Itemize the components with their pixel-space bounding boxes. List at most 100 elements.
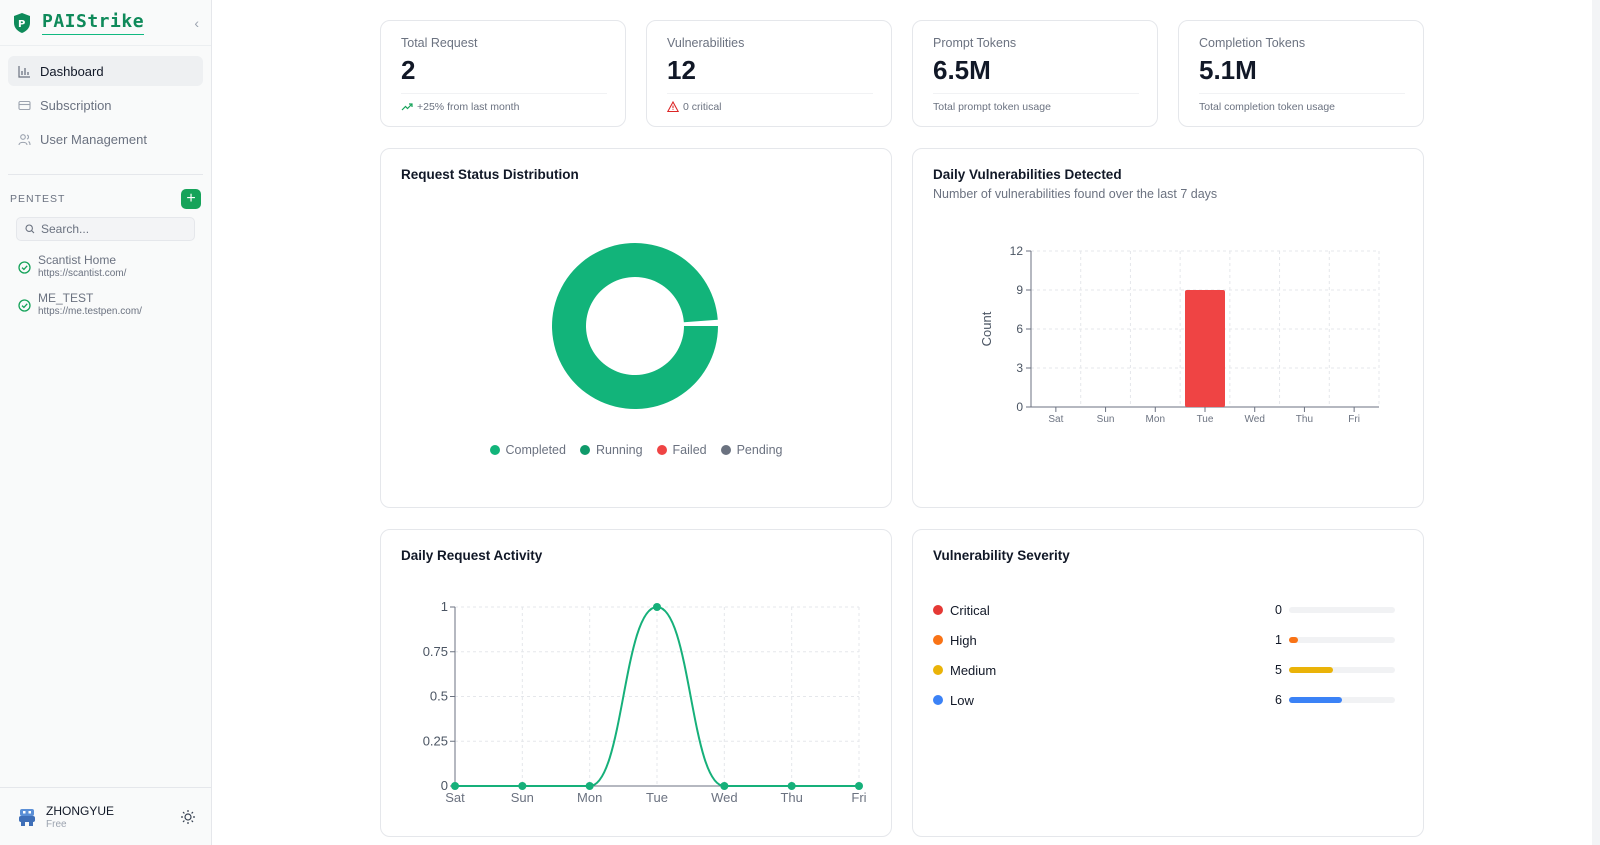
- target-url: https://scantist.com/: [38, 268, 127, 279]
- daily-vulnerabilities-card: Daily Vulnerabilities Detected Number of…: [912, 148, 1424, 508]
- severity-row-critical: Critical 0: [933, 600, 1403, 620]
- x-tick-label: Thu: [1296, 414, 1313, 425]
- brand-header: P PAIStrike ‹: [0, 0, 211, 46]
- y-tick-label: 1: [441, 599, 448, 614]
- nav-label: User Management: [40, 131, 147, 147]
- target-url: https://me.testpen.com/: [38, 306, 142, 317]
- stat-note-text: Total completion token usage: [1199, 101, 1336, 113]
- legend-label: Completed: [505, 443, 566, 457]
- severity-bar-track: [1289, 607, 1395, 613]
- nav-item-dashboard[interactable]: Dashboard: [8, 56, 203, 86]
- legend-dot: [489, 445, 500, 455]
- stat-note: 0 critical: [667, 101, 722, 113]
- sun-icon[interactable]: [180, 809, 196, 825]
- add-pentest-button[interactable]: +: [181, 189, 201, 209]
- stat-note-text: 0 critical: [683, 101, 722, 113]
- card-title: Daily Request Activity: [401, 548, 543, 563]
- stat-value: 6.5M: [933, 55, 991, 85]
- trending-up-icon: [401, 103, 413, 111]
- legend-dot: [656, 445, 667, 455]
- stat-value: 5.1M: [1199, 55, 1257, 85]
- pentest-target-item[interactable]: Scantist Home https://scantist.com/: [0, 241, 211, 279]
- stat-label: Completion Tokens: [1199, 36, 1306, 50]
- severity-bar-track: [1289, 697, 1395, 703]
- stat-value: 2: [401, 55, 416, 85]
- nav-item-user-management[interactable]: User Management: [8, 124, 203, 154]
- legend-item-running[interactable]: Running: [579, 443, 643, 457]
- chart-legend: Completed Running Failed Pending: [381, 443, 891, 457]
- severity-row-medium: Medium 5: [933, 660, 1403, 680]
- point-tue: [653, 603, 661, 611]
- bar-chart: 0 3 6 9 12 Sat Sun Mon Tue Wed Thu Fri Count: [979, 244, 1380, 425]
- card-icon: [18, 100, 31, 110]
- stat-note: Total completion token usage: [1199, 101, 1335, 113]
- severity-count: 1: [1275, 633, 1282, 647]
- stat-value: 12: [667, 55, 696, 85]
- x-tick-label: Mon: [577, 790, 602, 805]
- search-box: [16, 217, 195, 241]
- stat-note: Total prompt token usage: [933, 101, 1051, 113]
- stat-note-text: Total prompt token usage: [933, 101, 1051, 113]
- legend-dot: [720, 445, 731, 455]
- x-tick-label: Sun: [511, 790, 534, 805]
- stat-note-text: +25% from last month: [417, 101, 520, 113]
- legend-label: Failed: [672, 443, 707, 457]
- severity-name: Low: [950, 692, 974, 708]
- y-tick-label: 12: [1010, 244, 1024, 258]
- stat-label: Prompt Tokens: [933, 36, 1017, 50]
- main-content: Total Request 2 +25% from last month Vul…: [212, 0, 1600, 845]
- y-tick-label: 0: [441, 778, 448, 793]
- x-tick-label: Tue: [1197, 414, 1214, 425]
- nav-item-subscription[interactable]: Subscription: [8, 90, 203, 120]
- pentest-section-header: PENTEST +: [0, 181, 211, 217]
- target-name: Scantist Home: [38, 253, 117, 267]
- severity-dot: [933, 635, 943, 645]
- card-title: Vulnerability Severity: [933, 548, 1070, 563]
- severity-bar-fill: [1289, 667, 1333, 673]
- stat-note: +25% from last month: [401, 101, 519, 113]
- legend-item-pending[interactable]: Pending: [720, 443, 783, 457]
- severity-count: 0: [1275, 603, 1282, 617]
- y-tick-label: 0.25: [423, 733, 448, 748]
- nav-label: Dashboard: [40, 63, 104, 79]
- stat-separator: [667, 93, 873, 94]
- severity-bar-track: [1289, 667, 1395, 673]
- severity-count: 6: [1275, 693, 1282, 707]
- stat-card-completion-tokens: Completion Tokens 5.1M Total completion …: [1178, 20, 1424, 127]
- point-sat: [451, 782, 459, 790]
- point-thu: [787, 782, 796, 790]
- x-tick-label: Thu: [780, 790, 802, 805]
- severity-bar-fill: [1289, 637, 1298, 643]
- collapse-sidebar-icon[interactable]: ‹: [194, 14, 199, 31]
- severity-dot: [933, 695, 943, 705]
- severity-bar-fill: [1289, 697, 1342, 703]
- pentest-section-label: PENTEST: [10, 193, 66, 205]
- search-input[interactable]: [41, 222, 181, 236]
- x-tick-label: Sun: [1097, 414, 1115, 425]
- y-tick-label: 0.75: [423, 644, 448, 659]
- warning-triangle-icon: [667, 101, 679, 113]
- legend-item-completed[interactable]: Completed: [489, 443, 566, 457]
- donut-chart: [552, 242, 718, 409]
- check-circle-icon: [18, 299, 31, 312]
- line-chart: 0 0.25 0.5 0.75 1 Sat Sun Mon Tue Wed Thu Fri: [423, 599, 867, 805]
- request-status-card: Request Status Distribution Completed Ru…: [380, 148, 892, 508]
- legend-label: Running: [595, 443, 643, 457]
- users-icon: [18, 133, 31, 145]
- x-tick-label: Tue: [646, 790, 668, 805]
- severity-name: Critical: [950, 602, 990, 618]
- page-scrollbar[interactable]: [1592, 0, 1600, 845]
- main-nav: Dashboard Subscription User Management: [0, 46, 211, 168]
- legend-label: Pending: [736, 443, 783, 457]
- pentest-target-item[interactable]: ME_TEST https://me.testpen.com/: [0, 279, 211, 317]
- point-fri: [855, 782, 863, 790]
- donut-slice-completed: [552, 242, 718, 409]
- bar-chart-icon: [18, 65, 30, 78]
- x-tick-label: Wed: [711, 790, 738, 805]
- severity-row-low: Low 6: [933, 690, 1403, 710]
- legend-item-failed[interactable]: Failed: [656, 443, 707, 457]
- app-name: PAIStrike: [42, 11, 145, 35]
- avatar[interactable]: [16, 806, 38, 828]
- user-name: ZHONGYUE: [46, 803, 115, 818]
- severity-bar-track: [1289, 637, 1395, 643]
